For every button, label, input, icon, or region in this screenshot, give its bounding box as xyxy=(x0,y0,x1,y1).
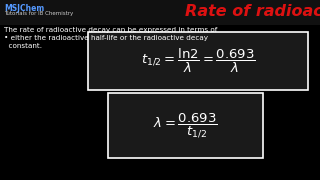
Text: Tutorials for IB Chemistry: Tutorials for IB Chemistry xyxy=(4,11,73,16)
Bar xyxy=(108,93,263,158)
Bar xyxy=(88,32,308,90)
Text: • either the radioactive half-life or the radioactive decay: • either the radioactive half-life or th… xyxy=(4,35,208,41)
Text: constant.: constant. xyxy=(4,43,42,49)
Text: $t_{1/2} = \dfrac{\mathrm{ln}2}{\lambda} = \dfrac{0.693}{\lambda}$: $t_{1/2} = \dfrac{\mathrm{ln}2}{\lambda}… xyxy=(140,47,255,75)
Text: $\lambda = \dfrac{0.693}{t_{1/2}}$: $\lambda = \dfrac{0.693}{t_{1/2}}$ xyxy=(153,112,218,140)
Text: MSJChem: MSJChem xyxy=(4,4,44,13)
Text: Rate of radioactive decay: Rate of radioactive decay xyxy=(185,4,320,19)
Text: The rate of radioactive decay can be expressed in terms of: The rate of radioactive decay can be exp… xyxy=(4,27,217,33)
Bar xyxy=(0,0,320,25)
